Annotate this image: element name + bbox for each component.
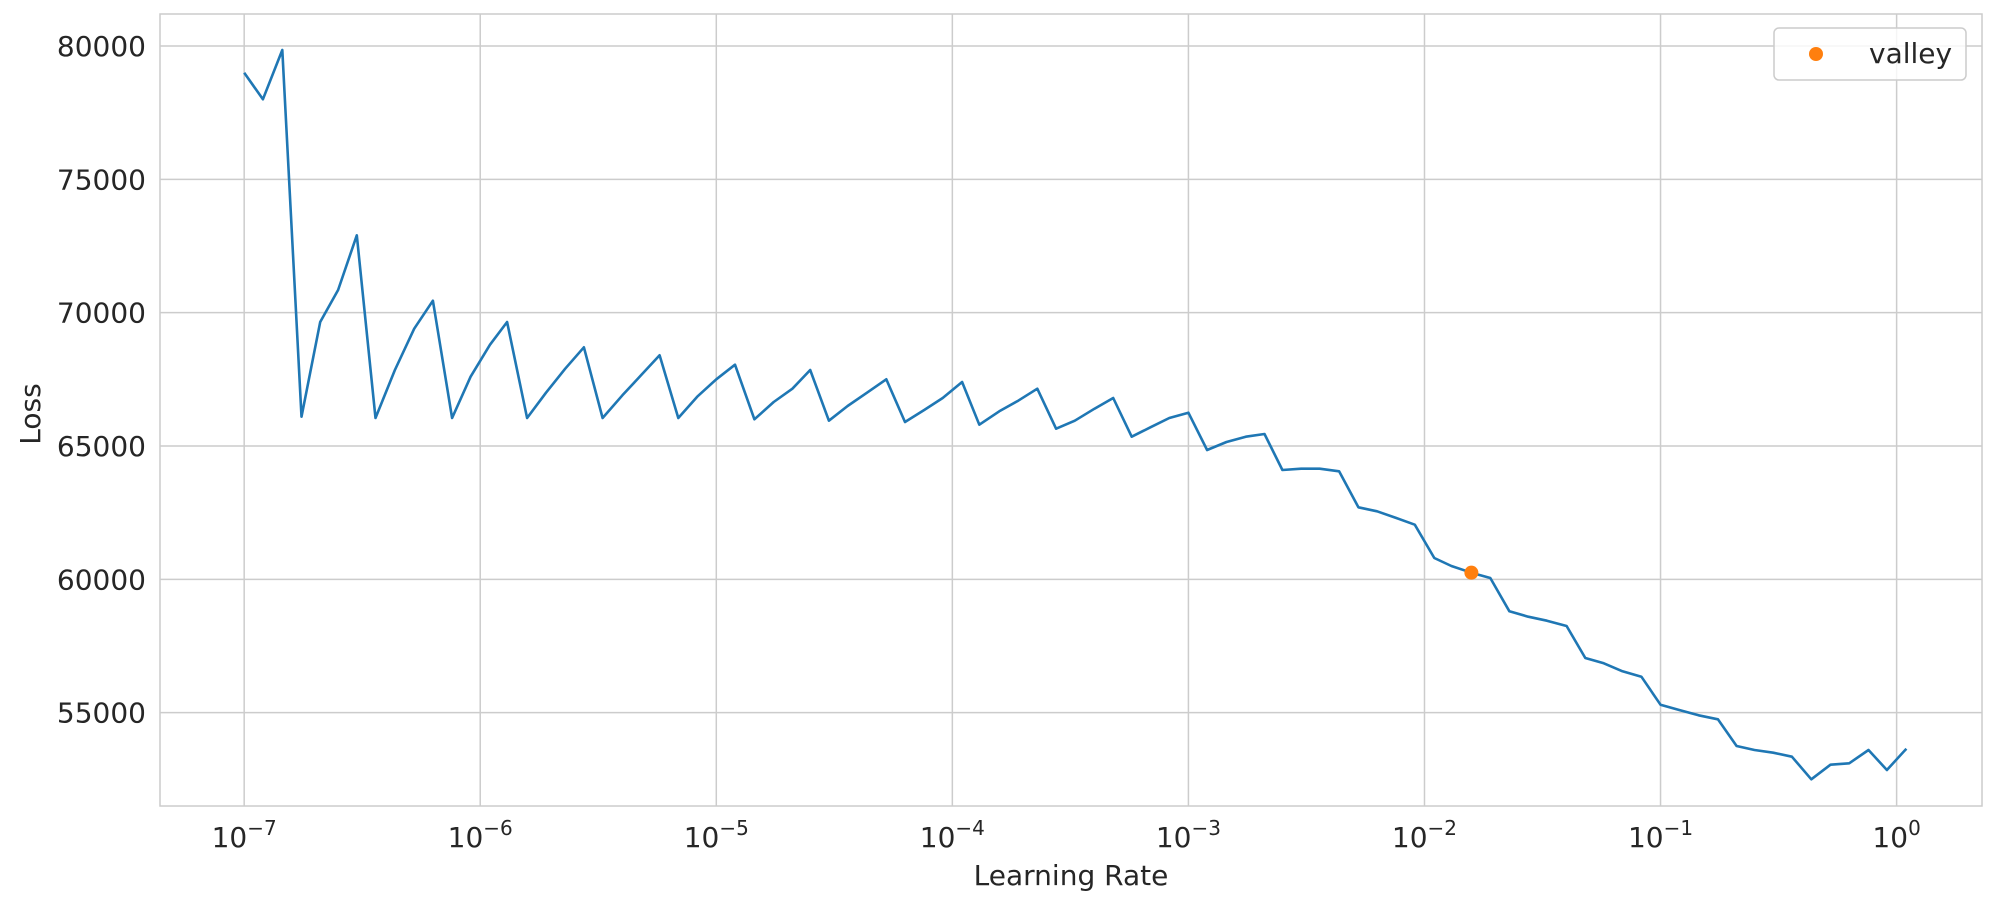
- y-tick-labels: 55000 60000 65000 70000 75000 80000: [57, 30, 146, 730]
- loss-line: [243, 48, 1908, 781]
- valley-layer: [1464, 565, 1479, 580]
- x-tick-label: 100: [1872, 816, 1920, 854]
- y-tick-label: 60000: [57, 563, 146, 596]
- x-tick-label: 10−6: [448, 816, 513, 854]
- y-gridlines: [160, 45, 1982, 714]
- series-layer: [243, 48, 1908, 781]
- legend: valley: [1773, 27, 1967, 81]
- x-axis-label: Learning Rate: [974, 859, 1169, 892]
- x-tick-label: 10−1: [1628, 816, 1693, 854]
- y-tick-label: 70000: [57, 297, 146, 330]
- valley-point: [1464, 565, 1479, 580]
- x-tick-labels: 10−7 10−6 10−5 10−4 10−3 10−2 10−1 100: [212, 816, 1921, 854]
- x-tick-label: 10−2: [1392, 816, 1457, 854]
- plot-area: [159, 13, 1983, 807]
- x-tick-label: 10−5: [684, 816, 749, 854]
- legend-label-valley: valley: [1869, 37, 1952, 70]
- y-tick-label: 80000: [57, 30, 146, 63]
- y-tick-label: 65000: [57, 430, 146, 463]
- x-tick-label: 10−4: [920, 816, 985, 854]
- y-tick-label: 75000: [57, 163, 146, 196]
- x-gridlines: [243, 14, 1898, 806]
- legend-marker-valley: [1809, 47, 1823, 61]
- x-tick-label: 10−7: [212, 816, 277, 854]
- x-tick-label: 10−3: [1156, 816, 1221, 854]
- legend-box: [1773, 27, 1967, 81]
- y-tick-label: 55000: [57, 697, 146, 730]
- y-axis-label: Loss: [14, 383, 47, 444]
